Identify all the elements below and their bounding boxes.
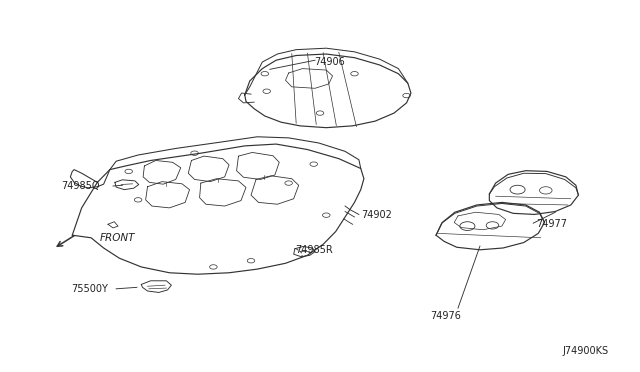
Text: 75500Y: 75500Y <box>71 284 108 294</box>
Text: 74985Q: 74985Q <box>61 181 99 191</box>
Text: 74906: 74906 <box>314 57 344 67</box>
Text: FRONT: FRONT <box>99 233 135 243</box>
Text: 74977: 74977 <box>536 219 568 229</box>
Text: 74902: 74902 <box>361 210 392 220</box>
Text: J74900KS: J74900KS <box>563 346 609 356</box>
Text: 74976: 74976 <box>430 311 461 321</box>
Text: 74985R: 74985R <box>295 245 333 255</box>
